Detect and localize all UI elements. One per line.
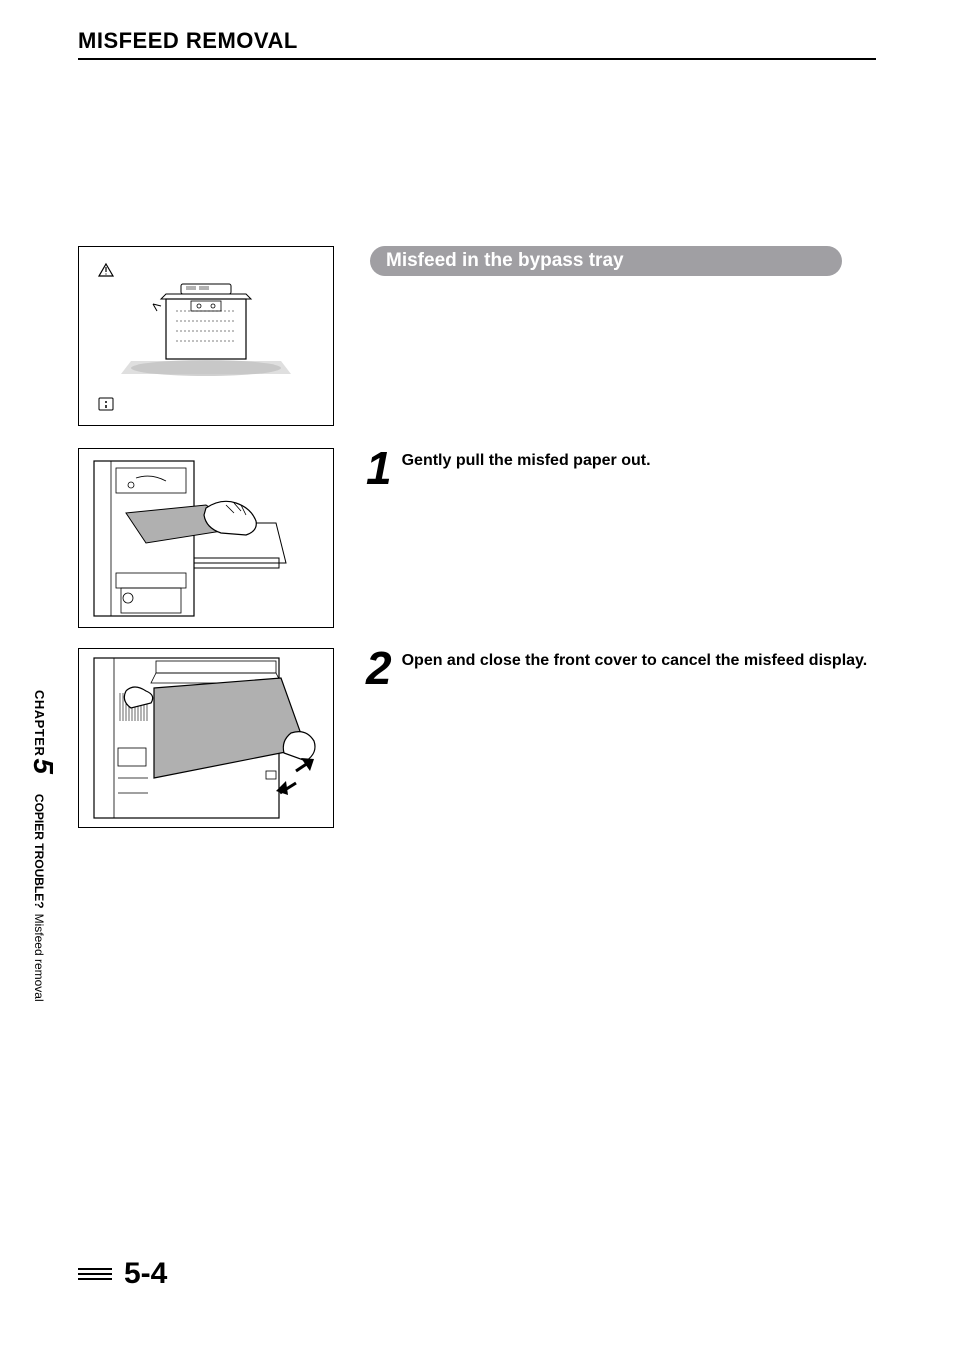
page-number: 5-4 bbox=[124, 1257, 167, 1291]
page-footer: 5-4 bbox=[78, 1257, 167, 1291]
step-1-content: 1 Gently pull the misfed paper out. bbox=[366, 448, 876, 489]
page-header: MISFEED REMOVAL bbox=[78, 28, 876, 60]
chapter-sub-title: Misfeed removal bbox=[32, 914, 46, 1002]
chapter-number: 5 bbox=[27, 758, 59, 774]
step-2-content: 2 Open and close the front cover to canc… bbox=[366, 648, 876, 689]
section-heading-text: Misfeed in the bypass tray bbox=[386, 250, 624, 272]
step-1-row: 1 Gently pull the misfed paper out. bbox=[78, 448, 876, 628]
step-2-text: Open and close the front cover to cancel… bbox=[402, 648, 868, 672]
footer-bars-icon bbox=[78, 1268, 112, 1280]
page-title: MISFEED REMOVAL bbox=[78, 28, 876, 60]
step-2-illustration bbox=[78, 648, 334, 828]
step-1-illustration bbox=[78, 448, 334, 628]
display-panel-illustration bbox=[78, 246, 334, 426]
chapter-section-title: COPIER TROUBLE? bbox=[32, 794, 46, 909]
section-heading: Misfeed in the bypass tray bbox=[370, 246, 842, 276]
side-chapter-tab: CHAPTER 5 COPIER TROUBLE? Misfeed remova… bbox=[38, 690, 64, 1030]
chapter-label: CHAPTER bbox=[32, 690, 47, 756]
step-2-row: 2 Open and close the front cover to canc… bbox=[78, 648, 876, 828]
step-2-number: 2 bbox=[366, 648, 390, 689]
content-area: Misfeed in the bypass tray bbox=[78, 246, 876, 828]
front-cover-svg bbox=[86, 653, 326, 823]
copier-display-svg bbox=[91, 256, 321, 416]
pull-paper-svg bbox=[86, 453, 326, 623]
step-1-number: 1 bbox=[366, 448, 390, 489]
step-1-text: Gently pull the misfed paper out. bbox=[402, 448, 651, 472]
